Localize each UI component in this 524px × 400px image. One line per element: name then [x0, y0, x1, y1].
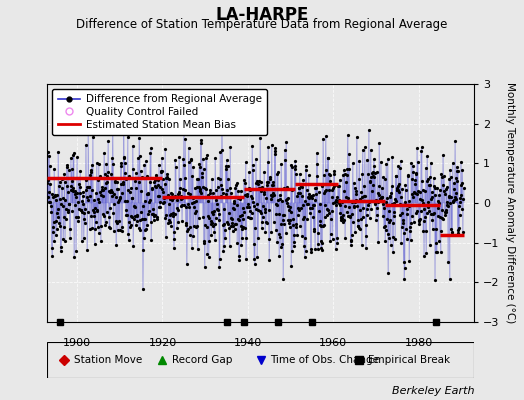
Text: 1940: 1940 [234, 338, 262, 348]
Text: Berkeley Earth: Berkeley Earth [392, 386, 474, 396]
Text: 1920: 1920 [148, 338, 177, 348]
Y-axis label: Monthly Temperature Anomaly Difference (°C): Monthly Temperature Anomaly Difference (… [505, 82, 515, 324]
Text: Time of Obs. Change: Time of Obs. Change [270, 355, 379, 365]
Text: Difference of Station Temperature Data from Regional Average: Difference of Station Temperature Data f… [77, 18, 447, 31]
Text: Empirical Break: Empirical Break [368, 355, 451, 365]
Legend: Difference from Regional Average, Quality Control Failed, Estimated Station Mean: Difference from Regional Average, Qualit… [52, 89, 267, 135]
Text: Station Move: Station Move [74, 355, 142, 365]
Text: 1980: 1980 [405, 338, 433, 348]
Text: Record Gap: Record Gap [172, 355, 232, 365]
Text: 1960: 1960 [319, 338, 347, 348]
Text: LA-HARPE: LA-HARPE [215, 6, 309, 24]
Text: 1900: 1900 [63, 338, 91, 348]
